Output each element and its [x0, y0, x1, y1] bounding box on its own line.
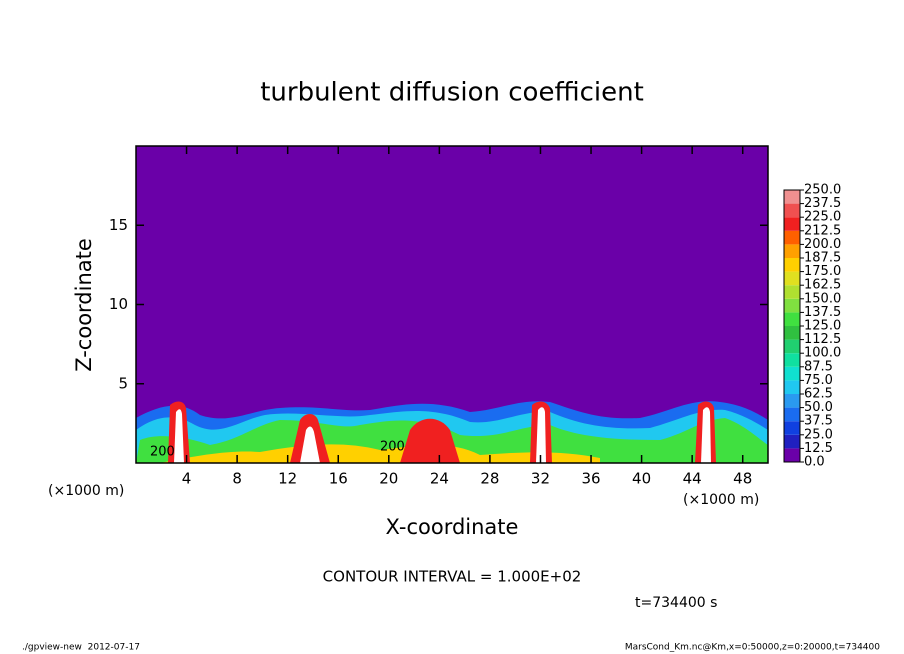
- x-tick-label: 28: [480, 470, 499, 488]
- time-label: t=734400 s: [635, 595, 717, 611]
- y-tick-label: 15: [109, 216, 128, 234]
- colorbar-label: 150.0: [804, 291, 841, 306]
- footer-left: ./gpview-new 2012-07-17: [22, 643, 140, 653]
- x-tick-label: 8: [232, 470, 242, 488]
- colorbar-band: [784, 203, 800, 218]
- y-tick-label: 10: [109, 295, 128, 313]
- chart-title: turbulent diffusion coefficient: [260, 78, 644, 108]
- colorbar-band: [784, 190, 800, 204]
- colorbar-label: 0.0: [804, 455, 825, 470]
- x-tick-label: 48: [733, 470, 752, 488]
- x-tick-label: 44: [683, 470, 702, 488]
- colorbar-band: [784, 434, 800, 449]
- y-tick-label: 5: [118, 374, 128, 392]
- colorbar-label: 200.0: [804, 237, 841, 252]
- x-tick-label: 16: [329, 470, 348, 488]
- x-tick-label: 4: [182, 470, 192, 488]
- colorbar-label: 75.0: [804, 373, 833, 388]
- x-tick-label: 36: [581, 470, 600, 488]
- contour-label: 200: [150, 445, 175, 460]
- colorbar-label: 175.0: [804, 264, 841, 279]
- colorbar-label: 125.0: [804, 319, 841, 334]
- colorbar-band: [784, 298, 800, 313]
- x-tick-label: 40: [632, 470, 651, 488]
- colorbar-label: 137.5: [804, 305, 841, 320]
- colorbar-label: 50.0: [804, 400, 833, 415]
- x-tick-label: 12: [278, 470, 297, 488]
- colorbar-label: 187.5: [804, 251, 841, 266]
- colorbar-label: 237.5: [804, 196, 841, 211]
- x-unit-label: (×1000 m): [48, 483, 124, 499]
- colorbar-band: [784, 353, 800, 367]
- colorbar-label: 212.5: [804, 223, 841, 238]
- colorbar-band: [784, 230, 800, 245]
- colorbar-band: [784, 394, 800, 408]
- x-unit-label: (×1000 m): [683, 492, 759, 508]
- colorbar-band: [784, 421, 800, 435]
- colorbar-label: 37.5: [804, 414, 833, 429]
- colorbar-label: 112.5: [804, 332, 841, 347]
- colorbar-band: [784, 448, 800, 462]
- colorbar-band: [784, 312, 800, 326]
- colorbar-label: 162.5: [804, 278, 841, 293]
- colorbar-band: [784, 407, 800, 422]
- colorbar-band: [784, 244, 800, 258]
- colorbar-label: 12.5: [804, 441, 833, 456]
- contour-label: 200: [380, 440, 405, 455]
- colorbar-band: [784, 258, 800, 272]
- x-tick-label: 20: [379, 470, 398, 488]
- contour-field: [135, 145, 769, 464]
- colorbar-band: [784, 339, 800, 354]
- colorbar-band: [784, 366, 800, 381]
- x-axis-label: X-coordinate: [386, 515, 519, 539]
- footer-right: MarsCond_Km.nc@Km,x=0:50000,z=0:20000,t=…: [625, 643, 880, 653]
- colorbar-band: [784, 326, 800, 340]
- colorbar-band: [784, 285, 800, 299]
- x-tick-label: 24: [430, 470, 449, 488]
- colorbar-label: 100.0: [804, 346, 841, 361]
- colorbar-band: [784, 380, 800, 394]
- colorbar-label: 250.0: [804, 183, 841, 198]
- colorbar-label: 225.0: [804, 210, 841, 225]
- colorbar-label: 62.5: [804, 387, 833, 402]
- colorbar-label: 25.0: [804, 427, 833, 442]
- colorbar-band: [784, 271, 800, 286]
- contour-interval: CONTOUR INTERVAL = 1.000E+02: [323, 568, 582, 586]
- x-tick-label: 32: [531, 470, 550, 488]
- y-axis-label: Z-coordinate: [72, 238, 96, 372]
- colorbar-band: [784, 217, 800, 231]
- colorbar-label: 87.5: [804, 359, 833, 374]
